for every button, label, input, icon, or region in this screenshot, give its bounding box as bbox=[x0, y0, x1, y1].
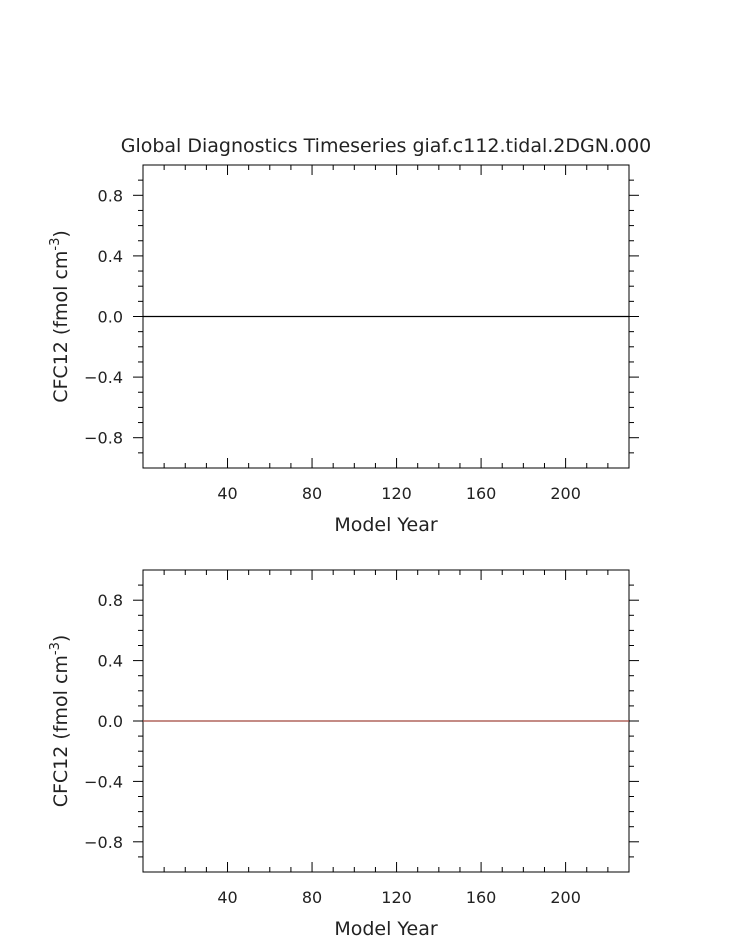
x-tick-label: 40 bbox=[217, 484, 237, 503]
y-axis-label-exponent: -3 bbox=[48, 642, 63, 655]
x-tick-label: 200 bbox=[550, 888, 581, 907]
y-tick-label: −0.4 bbox=[84, 368, 123, 387]
y-tick-label: 0.0 bbox=[98, 712, 123, 731]
x-tick-label: 120 bbox=[381, 888, 412, 907]
x-tick-label: 160 bbox=[466, 888, 497, 907]
y-tick-label: 0.4 bbox=[98, 247, 123, 266]
x-axis-label: Model Year bbox=[334, 918, 438, 940]
y-axis-label-main: CFC12 (fmol cm bbox=[50, 655, 72, 807]
y-tick-label: −0.4 bbox=[84, 772, 123, 791]
y-axis-label-close: ) bbox=[50, 230, 72, 237]
x-tick-label: 160 bbox=[466, 484, 497, 503]
y-axis-label-main: CFC12 (fmol cm bbox=[50, 251, 72, 403]
x-tick-label: 80 bbox=[302, 888, 322, 907]
y-tick-label: −0.8 bbox=[84, 429, 123, 448]
y-axis-label-exponent: -3 bbox=[48, 238, 63, 251]
y-tick-label: 0.8 bbox=[98, 186, 123, 205]
x-tick-label: 200 bbox=[550, 484, 581, 503]
panel-2: 40 80 120 160 200 0.8 0.4 0.0 −0.4 −0.8 Model Year… bbox=[48, 569, 639, 940]
y-tick-label: 0.8 bbox=[98, 591, 123, 610]
y-axis-label: CFC12 (fmol cm-3) bbox=[48, 230, 72, 403]
x-tick-label: 80 bbox=[302, 484, 322, 503]
x-axis-label: Model Year bbox=[334, 514, 438, 536]
y-tick-label: −0.8 bbox=[84, 833, 123, 852]
x-tick-label: 40 bbox=[217, 888, 237, 907]
y-axis-label: CFC12 (fmol cm-3) bbox=[48, 635, 72, 808]
y-axis-label-close: ) bbox=[50, 635, 72, 642]
panel-1: 40 80 120 160 200 0.8 0.4 0.0 −0.4 −0.8 Model Year… bbox=[48, 164, 639, 536]
y-tick-label: 0.0 bbox=[98, 308, 123, 327]
x-tick-label: 120 bbox=[381, 484, 412, 503]
chart-title: Global Diagnostics Timeseries giaf.c112.… bbox=[121, 135, 652, 157]
y-tick-label: 0.4 bbox=[98, 652, 123, 671]
